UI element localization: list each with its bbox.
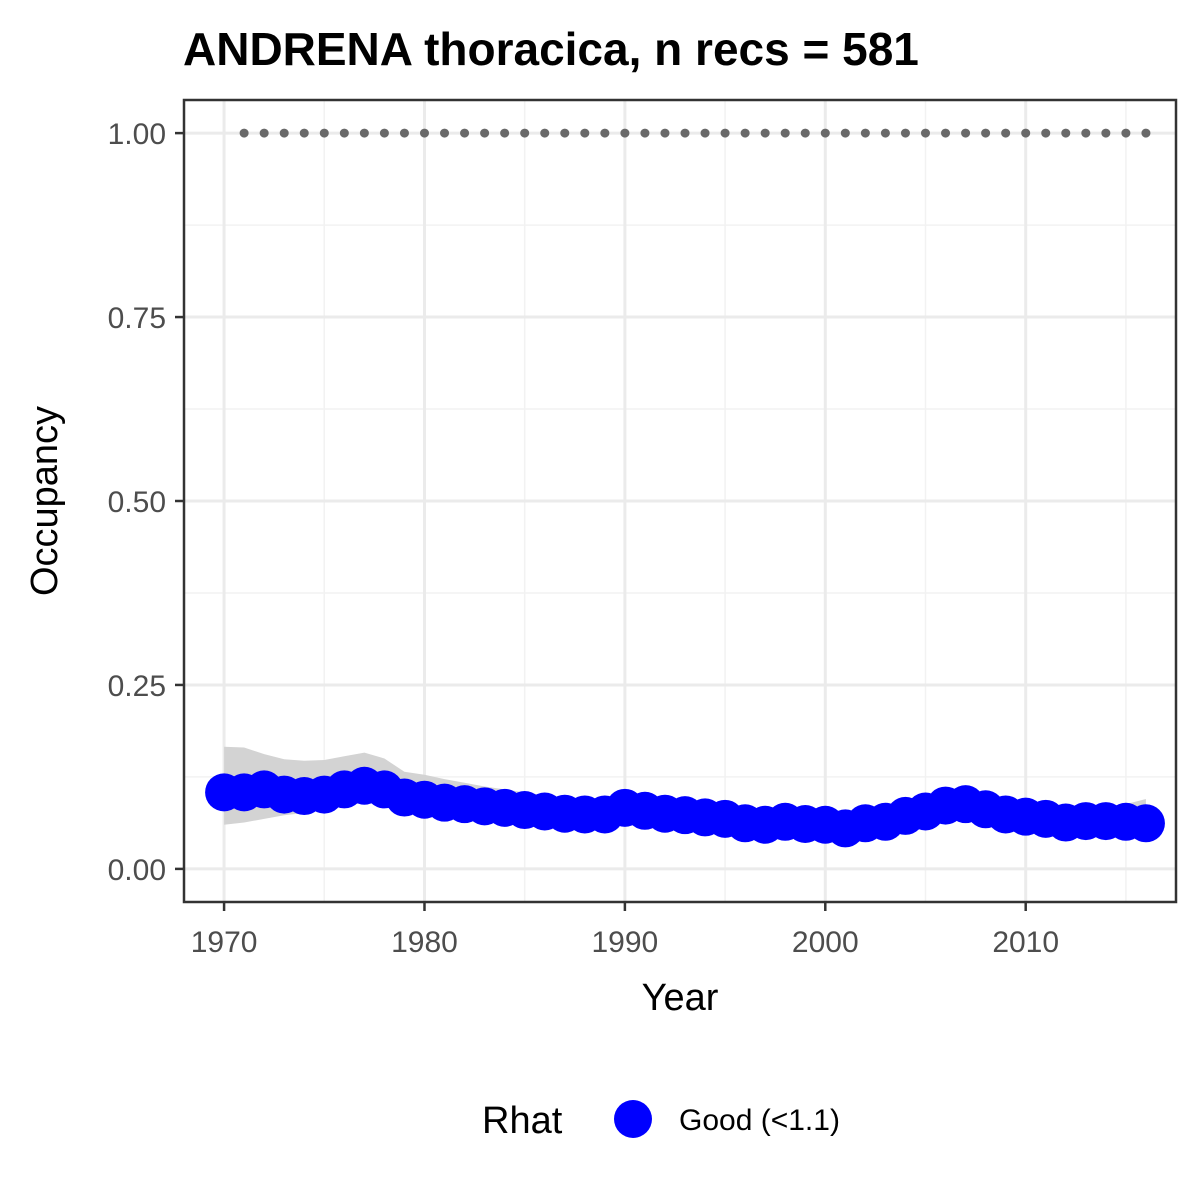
reference-point [620,128,630,138]
chart-title: ANDRENA thoracica, n recs = 581 [183,23,919,75]
x-tick-label: 2000 [792,926,859,959]
reference-point [860,128,870,138]
reference-point [359,128,369,138]
reference-point [1121,128,1131,138]
grid-lines [184,100,1176,902]
reference-point [961,128,971,138]
reference-point [500,128,510,138]
reference-point [560,128,570,138]
reference-point [1081,128,1091,138]
reference-point [780,128,790,138]
reference-point [520,128,530,138]
x-tick-label: 1990 [592,926,659,959]
reference-point [760,128,770,138]
legend-title: Rhat [482,1100,563,1142]
x-tick-label: 1970 [191,926,258,959]
reference-point [680,128,690,138]
reference-point [640,128,650,138]
y-tick-label: 0.50 [108,486,166,519]
reference-point [720,128,730,138]
y-tick-label: 1.00 [108,118,166,151]
reference-point [480,128,490,138]
reference-point [419,128,429,138]
reference-point [399,128,409,138]
reference-point [740,128,750,138]
y-axis-title: Occupancy [24,406,66,596]
y-tick-label: 0.75 [108,302,166,335]
reference-point [880,128,890,138]
reference-point [1101,128,1111,138]
reference-point [440,128,450,138]
y-tick-label: 0.00 [108,854,166,887]
reference-point [1061,128,1071,138]
legend-key-good [614,1100,652,1138]
reference-point [660,128,670,138]
x-axis-title: Year [642,977,719,1019]
legend-label-good: Good (<1.1) [679,1104,840,1137]
reference-point [299,128,309,138]
x-tick-label: 2010 [992,926,1059,959]
reference-point [259,128,269,138]
reference-points-layer [239,128,1151,138]
reference-point [339,128,349,138]
reference-point [279,128,289,138]
reference-point [1141,128,1151,138]
reference-point [1001,128,1011,138]
reference-point [800,128,810,138]
reference-point [981,128,991,138]
reference-point [900,128,910,138]
reference-point [379,128,389,138]
occupancy-points-layer [205,766,1165,848]
reference-point [1021,128,1031,138]
legend: Rhat Good (<1.1) [482,1100,840,1142]
occupancy-point [1126,804,1165,843]
reference-point [600,128,610,138]
reference-point [941,128,951,138]
reference-point [239,128,249,138]
x-tick-label: 1980 [391,926,458,959]
reference-point [319,128,329,138]
reference-point [700,128,710,138]
reference-point [820,128,830,138]
reference-point [840,128,850,138]
y-tick-label: 0.25 [108,670,166,703]
reference-point [920,128,930,138]
axes: 1970 1980 1990 2000 2010 0.00 0.25 0.50 0.75 1.00 [108,118,1059,959]
reference-point [540,128,550,138]
reference-point [460,128,470,138]
reference-point [1041,128,1051,138]
reference-point [580,128,590,138]
